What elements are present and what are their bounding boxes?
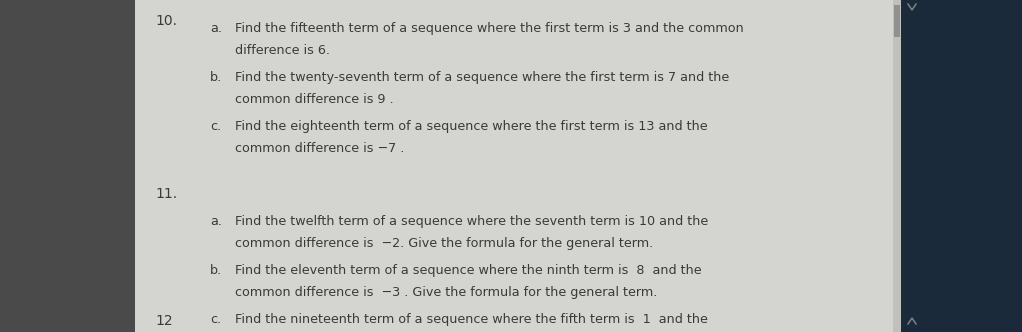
Text: b.: b. <box>210 264 222 277</box>
Text: Find the twenty-seventh term of a sequence where the first term is 7 and the: Find the twenty-seventh term of a sequen… <box>235 71 730 84</box>
FancyBboxPatch shape <box>900 0 1022 332</box>
FancyBboxPatch shape <box>894 5 900 37</box>
FancyBboxPatch shape <box>135 0 900 332</box>
Text: Find the eleventh term of a sequence where the ninth term is  8  and the: Find the eleventh term of a sequence whe… <box>235 264 702 277</box>
Text: Find the fifteenth term of a sequence where the first term is 3 and the common: Find the fifteenth term of a sequence wh… <box>235 22 744 35</box>
Text: a.: a. <box>210 215 222 228</box>
Text: Find the nineteenth term of a sequence where the fifth term is  1  and the: Find the nineteenth term of a sequence w… <box>235 313 708 326</box>
Text: a.: a. <box>210 22 222 35</box>
Text: 11.: 11. <box>155 187 177 201</box>
Text: 10.: 10. <box>155 14 177 28</box>
Text: c.: c. <box>210 313 221 326</box>
Text: Find the twelfth term of a sequence where the seventh term is 10 and the: Find the twelfth term of a sequence wher… <box>235 215 708 228</box>
Text: common difference is  −3 . Give the formula for the general term.: common difference is −3 . Give the formu… <box>235 286 657 299</box>
Text: c.: c. <box>210 120 221 133</box>
Text: common difference is 9 .: common difference is 9 . <box>235 93 393 106</box>
FancyBboxPatch shape <box>893 0 901 332</box>
FancyBboxPatch shape <box>0 0 135 332</box>
Text: common difference is −7 .: common difference is −7 . <box>235 142 405 155</box>
Text: Find the eighteenth term of a sequence where the first term is 13 and the: Find the eighteenth term of a sequence w… <box>235 120 707 133</box>
Text: common difference is  −2. Give the formula for the general term.: common difference is −2. Give the formul… <box>235 237 653 250</box>
Text: b.: b. <box>210 71 222 84</box>
Text: 12: 12 <box>155 314 173 328</box>
Text: difference is 6.: difference is 6. <box>235 44 330 57</box>
